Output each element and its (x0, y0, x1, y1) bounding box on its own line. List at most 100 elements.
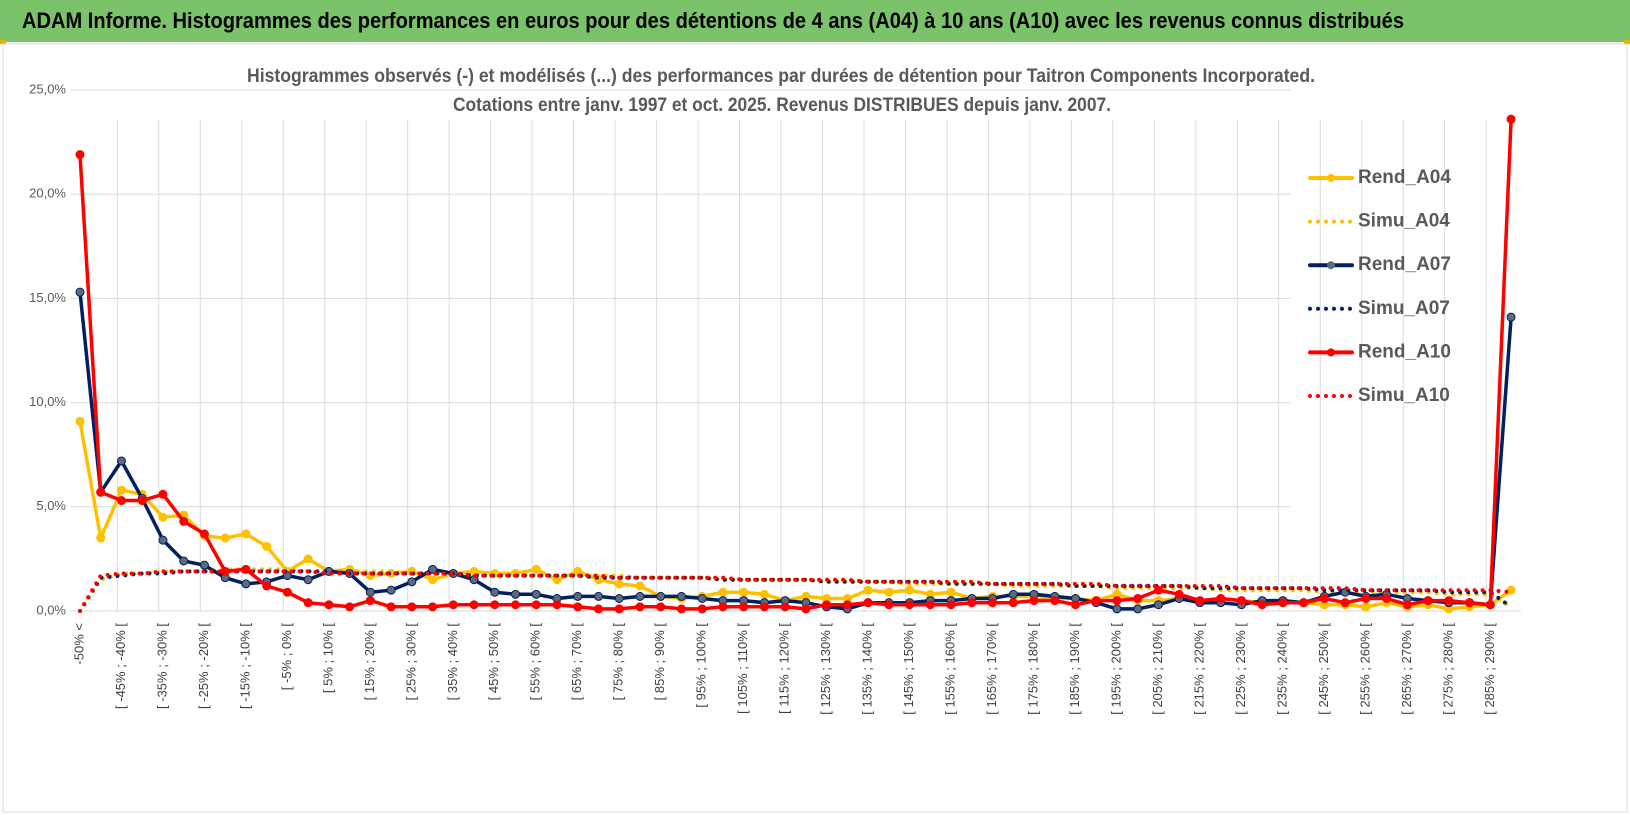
point (697, 604, 707, 614)
point (303, 598, 313, 608)
x-tick-label: [ 65% ; 70% [ (569, 623, 584, 701)
y-tick-label: 5,0% (36, 498, 66, 513)
x-tick-label: [ 85% ; 90% [ (652, 623, 667, 701)
x-tick-label: [ 205% ; 210% [ (1150, 623, 1165, 715)
point (365, 596, 375, 606)
point (303, 575, 313, 585)
point (179, 556, 189, 566)
series-line (78, 117, 1513, 611)
point (1174, 589, 1184, 599)
x-tick-label: [ 125% ; 130% [ (818, 623, 833, 715)
x-tick-label: [ -25% ; -20% [ (196, 623, 211, 709)
point (116, 456, 126, 466)
corner (1624, 40, 1630, 44)
point (1257, 600, 1267, 610)
point (428, 575, 438, 585)
y-tick-label: 15,0% (29, 290, 66, 305)
x-tick-label: [ 135% ; 140% [ (860, 623, 875, 715)
point (905, 600, 915, 610)
point (718, 602, 728, 612)
x-tick-label: [ 35% ; 40% [ (445, 623, 460, 701)
point (407, 602, 417, 612)
point (863, 585, 873, 595)
x-tick-label: [ 145% ; 150% [ (901, 623, 916, 715)
point (158, 512, 168, 522)
point (1402, 600, 1412, 610)
legend-label: Rend_A04 (1358, 167, 1451, 188)
x-tick-label: [ -15% ; -10% [ (237, 623, 252, 709)
point (905, 585, 915, 595)
point (241, 529, 251, 539)
chart-title: Histogrammes observés (-) et modélisés (… (247, 66, 1315, 87)
point (676, 591, 686, 601)
point (635, 602, 645, 612)
x-tick-label: [ 185% ; 190% [ (1067, 623, 1082, 715)
x-tick-label: [ 105% ; 110% [ (735, 623, 750, 714)
point (1340, 598, 1350, 608)
point (967, 598, 977, 608)
y-tick-label: 20,0% (29, 186, 66, 201)
x-tick-label: [ 155% ; 160% [ (943, 623, 958, 715)
x-tick-label: [ 165% ; 170% [ (984, 623, 999, 715)
legend-marker (1327, 261, 1335, 270)
point (469, 600, 479, 610)
point (1465, 598, 1475, 608)
point (386, 602, 396, 612)
point (1278, 598, 1288, 608)
x-tick-label: [ 15% ; 20% [ (362, 623, 377, 701)
x-tick-label: [ 225% ; 230% [ (1233, 623, 1248, 715)
point (116, 485, 126, 495)
point (1444, 596, 1454, 606)
point (75, 287, 85, 297)
x-tick-label: [ 55% ; 60% [ (528, 623, 543, 701)
point (1216, 593, 1226, 603)
point (75, 416, 85, 426)
point (324, 600, 334, 610)
x-tick-label: [ 175% ; 180% [ (1025, 623, 1040, 715)
point (1050, 596, 1060, 606)
point (199, 560, 209, 570)
x-tick-label: -50% < (71, 623, 86, 665)
point (1506, 312, 1516, 322)
point (531, 589, 541, 599)
point (656, 602, 666, 612)
point (676, 604, 686, 614)
point (594, 604, 603, 614)
point (739, 602, 749, 612)
point (988, 598, 998, 608)
point (241, 579, 251, 589)
point (1133, 604, 1143, 614)
point (718, 587, 728, 597)
point (303, 554, 313, 564)
x-tick-label: [ 235% ; 240% [ (1274, 623, 1289, 715)
point (759, 589, 769, 599)
point (946, 587, 956, 597)
point (656, 591, 666, 601)
series-dotted-line (78, 569, 1514, 613)
point (1506, 114, 1516, 124)
point (428, 602, 438, 612)
point (739, 587, 749, 597)
point (407, 577, 417, 587)
point (1485, 600, 1495, 610)
y-tick-label: 25,0% (29, 81, 66, 96)
point (635, 581, 645, 591)
x-tick-label: [ -35% ; -30% [ (154, 623, 169, 709)
x-tick-label: [ 255% ; 260% [ (1357, 623, 1372, 715)
point (884, 600, 894, 610)
header-bar (0, 0, 1630, 42)
corner (0, 40, 6, 44)
legend-label: Simu_A10 (1358, 385, 1450, 406)
point (448, 600, 458, 610)
point (780, 602, 790, 612)
legend-marker (1327, 174, 1335, 182)
point (801, 604, 811, 614)
point (158, 489, 168, 499)
x-tick-label: [ -5% ; 0% [ (279, 623, 294, 691)
point (116, 496, 126, 506)
point (1299, 598, 1309, 608)
point (199, 529, 209, 539)
x-tick-label: [ 25% ; 30% [ (403, 623, 418, 701)
x-tick-label: [ 5% ; 10% [ (320, 623, 335, 693)
